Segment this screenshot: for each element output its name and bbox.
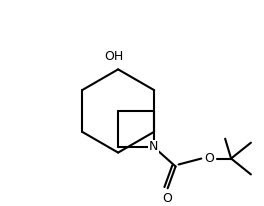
Text: N: N [149,140,158,153]
Text: O: O [204,152,214,165]
Text: O: O [163,192,173,205]
Text: OH: OH [105,50,124,63]
